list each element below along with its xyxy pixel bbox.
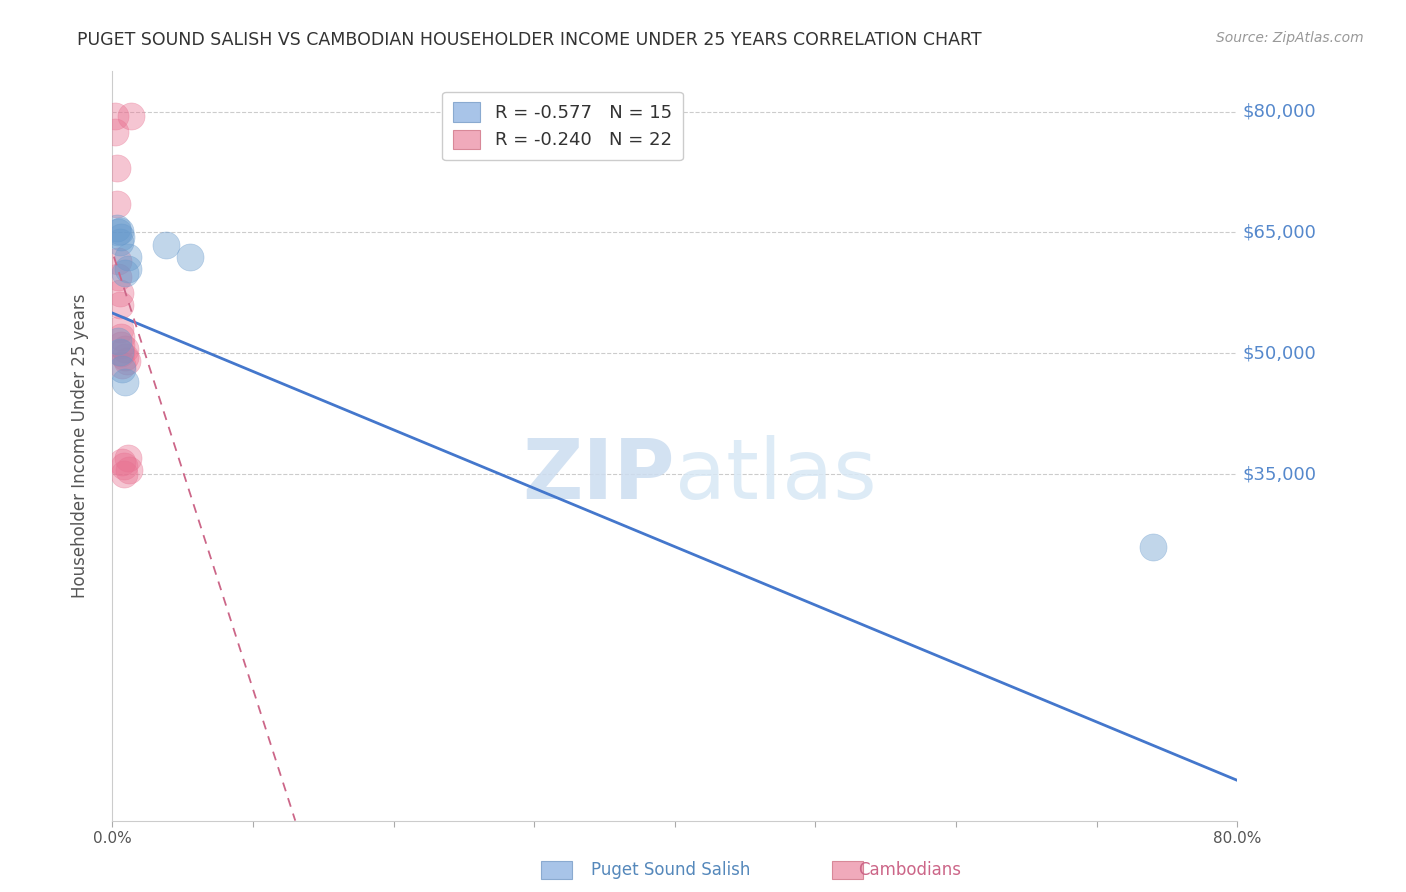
Point [115,354,138,368]
Point [110,338,132,352]
Text: PUGET SOUND SALISH VS CAMBODIAN HOUSEHOLDER INCOME UNDER 25 YEARS CORRELATION CH: PUGET SOUND SALISH VS CAMBODIAN HOUSEHOL… [77,31,981,49]
Point [111,455,134,469]
Point [108,235,131,249]
Point [108,224,131,238]
Point [108,285,131,300]
Point [105,221,128,235]
Point [120,109,142,123]
Point [110,330,132,344]
Text: Cambodians: Cambodians [858,861,960,879]
Y-axis label: Householder Income Under 25 years: Householder Income Under 25 years [70,293,89,599]
Text: $65,000: $65,000 [1243,224,1317,242]
Point [117,261,139,276]
Text: $80,000: $80,000 [1243,103,1316,120]
Point [114,343,136,357]
Point [108,322,131,336]
Point [107,269,129,284]
Point [1142,540,1164,554]
Text: $35,000: $35,000 [1243,466,1317,483]
Point [107,253,129,268]
Point [110,346,132,360]
Point [117,250,139,264]
Point [104,109,127,123]
Point [179,250,201,264]
Point [114,266,136,280]
Point [111,362,134,376]
Text: atlas: atlas [675,435,876,516]
Point [114,375,136,389]
Point [108,298,131,312]
Point [155,237,177,252]
Point [111,359,134,373]
Point [112,459,135,474]
Point [117,451,139,466]
Point [107,226,129,240]
Point [104,125,127,139]
Point [108,344,131,359]
Point [118,463,141,477]
Point [107,334,129,349]
Text: ZIP: ZIP [523,435,675,516]
Text: $50,000: $50,000 [1243,344,1316,362]
Text: Source: ZipAtlas.com: Source: ZipAtlas.com [1216,31,1364,45]
Point [110,229,132,244]
Text: Puget Sound Salish: Puget Sound Salish [591,861,749,879]
Point [105,197,128,211]
Legend: R = -0.577   N = 15, R = -0.240   N = 22: R = -0.577 N = 15, R = -0.240 N = 22 [443,92,682,161]
Point [114,351,136,365]
Point [105,161,128,175]
Point [112,467,135,482]
